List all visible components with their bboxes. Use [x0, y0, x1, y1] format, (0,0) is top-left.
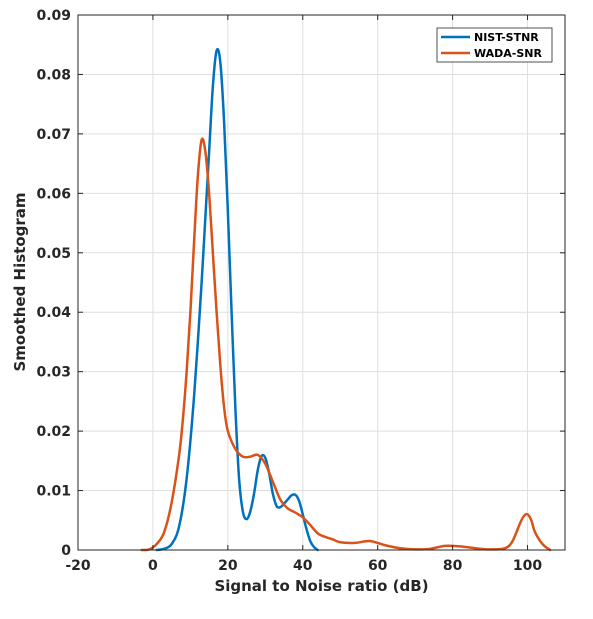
- y-tick-label: 0.04: [36, 305, 71, 321]
- legend-label-wada-snr: WADA-SNR: [474, 47, 542, 60]
- x-tick-label: 40: [293, 558, 313, 574]
- y-tick-label: 0.05: [36, 246, 71, 262]
- legend-label-nist-stnr: NIST-STNR: [474, 31, 539, 44]
- y-axis-label: Smoothed Histogram: [11, 192, 29, 371]
- axis-ticks: [77, 14, 565, 551]
- y-tick-label: 0.06: [36, 186, 71, 202]
- x-tick-label: 20: [218, 558, 238, 574]
- series-line-wada-snr: [140, 137, 552, 552]
- y-tick-label: 0.07: [36, 127, 71, 143]
- series-line-nist-stnr: [155, 47, 319, 552]
- y-tick-label: 0.02: [36, 424, 71, 440]
- plot-area-border: [77, 14, 566, 551]
- grid-lines: [77, 14, 565, 551]
- y-tick-label: 0.03: [36, 365, 71, 381]
- x-tick-label: 100: [513, 558, 542, 574]
- y-tick-label: 0.09: [36, 8, 71, 24]
- legend-box: [436, 27, 553, 63]
- y-tick-label: 0.01: [36, 484, 71, 500]
- legend: NIST-STNR WADA-SNR: [436, 27, 553, 63]
- y-tick-label: 0: [61, 543, 71, 559]
- x-tick-label: -20: [65, 558, 91, 574]
- tick-labels: -20 0 20 40 60 80 10000.010.020.030.040.050.06…: [36, 8, 542, 574]
- x-tick-label: 80: [443, 558, 463, 574]
- x-tick-label: 0: [148, 558, 158, 574]
- series-lines: [140, 47, 552, 552]
- x-tick-label: 60: [368, 558, 388, 574]
- x-axis-label: Signal to Noise ratio (dB): [214, 577, 428, 595]
- y-tick-label: 0.08: [36, 67, 71, 83]
